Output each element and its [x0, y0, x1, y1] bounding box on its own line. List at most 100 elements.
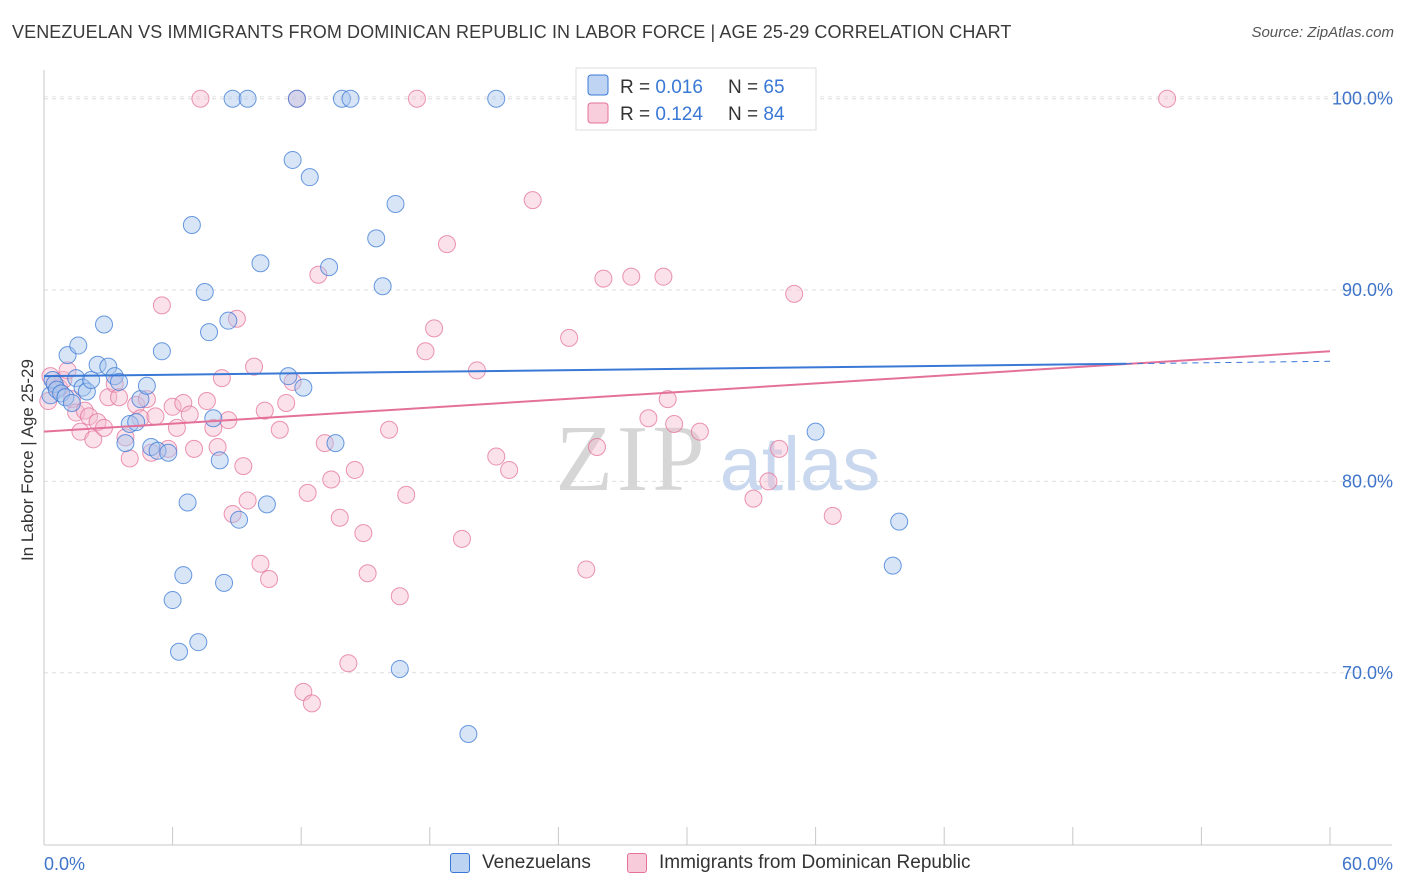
venezuelan-point	[200, 323, 219, 342]
y-tick-label: 70.0%	[1342, 663, 1393, 683]
venezuelan-point	[82, 371, 101, 389]
dominican-point	[523, 191, 542, 210]
legend-item-venezuelans[interactable]: Venezuelans	[450, 852, 591, 874]
axes	[43, 70, 1392, 846]
dominican-point	[785, 284, 804, 303]
venezuelan-point	[223, 89, 242, 108]
dominican-point	[152, 296, 171, 315]
dominican-point	[260, 570, 279, 589]
venezuelan-point	[95, 315, 114, 334]
dominican-point	[298, 483, 317, 502]
venezuelan-trend-line	[43, 362, 1127, 378]
dominican-point	[116, 428, 135, 447]
dominican-point	[197, 392, 216, 411]
venezuelan-point	[137, 376, 156, 395]
y-tick-label: 90.0%	[1342, 280, 1393, 300]
venezuelan-point	[287, 89, 306, 108]
venezuelan-point	[163, 591, 182, 610]
venezuelan-point	[219, 311, 238, 330]
trend-lines	[43, 350, 1331, 433]
dominican-point	[345, 460, 364, 479]
dominican-point	[577, 560, 596, 579]
x-tick-label-min: 0.0%	[44, 854, 85, 874]
legend-n-value: 65	[763, 77, 784, 98]
dominican-point	[354, 524, 373, 543]
venezuelan-point	[230, 510, 249, 529]
dominican-point	[234, 457, 253, 476]
legend-n-value: 84	[763, 104, 785, 125]
grid-lines	[44, 96, 1390, 674]
dominican-point	[397, 485, 416, 504]
venezuelan-point	[373, 277, 392, 296]
venezuelan-point	[806, 422, 825, 441]
dominican-point	[80, 407, 99, 426]
venezuelan-point	[459, 725, 478, 744]
dominican-point	[309, 265, 328, 284]
legend-r-value: 0.124	[655, 104, 703, 125]
dominican-point	[1158, 89, 1177, 108]
dominican-point	[146, 407, 165, 426]
venezuelan-point	[326, 434, 345, 453]
dominican-point	[270, 420, 289, 439]
dominican-point	[594, 269, 613, 288]
dominican-point	[62, 390, 81, 409]
x-tick-label-max: 60.0%	[1342, 854, 1393, 874]
dominican-point	[425, 319, 444, 338]
venezuelan-point	[390, 659, 409, 678]
dominican-point	[770, 439, 789, 458]
venezuelan-point	[251, 254, 270, 273]
venezuelan-point	[120, 415, 139, 434]
series-venezuelan-points	[41, 89, 909, 744]
dominican-point	[358, 564, 377, 583]
dominican-point	[639, 409, 658, 428]
legend-row-venezuelans: R = 0.016 N = 65	[620, 77, 785, 98]
dominican-point	[759, 472, 778, 491]
dominican-point	[500, 460, 519, 479]
legend-item-dominican[interactable]: Immigrants from Dominican Republic	[627, 852, 971, 874]
dominican-point	[587, 437, 606, 456]
source-credit: Source: ZipAtlas.com	[1251, 24, 1394, 41]
venezuelan-point	[294, 378, 313, 397]
y-tick-label: 80.0%	[1342, 471, 1393, 491]
venezuelan-point	[110, 372, 129, 391]
dominican-point	[208, 437, 227, 456]
venezuelan-point	[215, 573, 234, 592]
venezuelan-point	[279, 367, 298, 386]
dominican-point	[277, 393, 296, 412]
dominican-point	[180, 405, 199, 424]
dominican-point	[339, 654, 358, 673]
legend-r-label: R =	[620, 104, 655, 125]
dominican-point	[120, 449, 139, 468]
venezuelan-point	[487, 89, 506, 108]
venezuelan-point	[189, 633, 208, 652]
venezuelan-point	[127, 413, 146, 432]
venezuelan-point	[195, 282, 214, 301]
venezuelan-point	[257, 495, 276, 514]
venezuelan-point	[386, 194, 405, 213]
chart-title: VENEZUELAN VS IMMIGRANTS FROM DOMINICAN …	[12, 22, 1012, 42]
dominican-point	[302, 694, 321, 713]
dominican-point	[622, 267, 641, 286]
venezuelan-point	[367, 229, 386, 248]
dominican-point	[163, 397, 182, 416]
venezuelan-point	[883, 556, 902, 575]
legend-row-dominican: R = 0.124 N = 84	[620, 104, 785, 125]
legend-label-dominican: Immigrants from Dominican Republic	[659, 852, 971, 873]
dominican-point	[255, 401, 274, 420]
dominican-point	[212, 369, 231, 388]
dominican-point	[251, 554, 270, 573]
venezuelan-trend-extension	[1126, 360, 1331, 365]
series-dominican-points	[39, 89, 1177, 713]
y-axis-label: In Labor Force | Age 25-29	[18, 359, 37, 561]
venezuelan-point	[77, 382, 96, 401]
dominican-point	[658, 390, 677, 409]
venezuelan-point	[174, 566, 193, 585]
dominican-point	[487, 447, 506, 466]
dominican-point	[238, 491, 257, 510]
stats-legend: R = 0.016 N = 65 R = 0.124 N = 84	[575, 67, 817, 131]
watermark: ZIP atlas	[556, 407, 881, 511]
venezuelan-point	[116, 434, 135, 453]
dominican-point	[191, 89, 210, 108]
legend-n-label: N =	[728, 77, 763, 98]
venezuelan-point	[62, 393, 81, 412]
